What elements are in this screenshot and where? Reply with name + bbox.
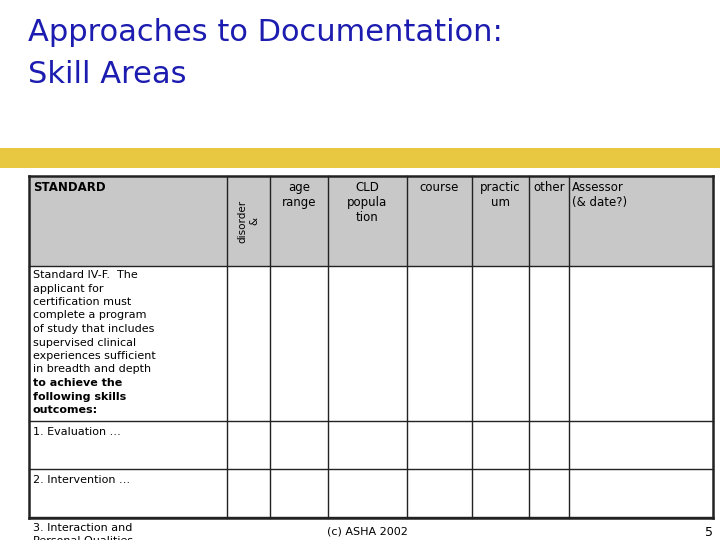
- Bar: [270, 176, 328, 266]
- Text: complete a program: complete a program: [33, 310, 146, 321]
- Text: of study that includes: of study that includes: [33, 324, 154, 334]
- Bar: [29, 517, 713, 518]
- Text: 3. Interaction and
Personal Qualities …: 3. Interaction and Personal Qualities …: [33, 523, 148, 540]
- Text: certification must: certification must: [33, 297, 131, 307]
- Text: 1. Evaluation …: 1. Evaluation …: [33, 427, 120, 437]
- Bar: [29, 421, 713, 469]
- Text: (c) ASHA 2002: (c) ASHA 2002: [327, 526, 408, 536]
- Text: in breadth and depth: in breadth and depth: [33, 364, 151, 375]
- Text: 5: 5: [705, 526, 713, 539]
- Text: course: course: [420, 181, 459, 194]
- Text: experiences sufficient: experiences sufficient: [33, 351, 156, 361]
- Text: Assessor
(& date?): Assessor (& date?): [572, 181, 627, 209]
- Text: Standard IV-F.  The: Standard IV-F. The: [33, 270, 138, 280]
- Text: outcomes:: outcomes:: [33, 405, 98, 415]
- Bar: [407, 176, 472, 266]
- Bar: [529, 176, 569, 266]
- Bar: [227, 176, 270, 266]
- Text: disorder
&: disorder &: [238, 199, 259, 242]
- Text: to achieve the: to achieve the: [33, 378, 122, 388]
- Text: supervised clinical: supervised clinical: [33, 338, 136, 348]
- Bar: [569, 176, 713, 266]
- Bar: [472, 176, 529, 266]
- Bar: [29, 176, 227, 266]
- Text: practic
um: practic um: [480, 181, 521, 209]
- Text: STANDARD: STANDARD: [33, 181, 105, 194]
- Text: other: other: [534, 181, 564, 194]
- Text: applicant for: applicant for: [33, 284, 103, 294]
- Text: age
range: age range: [282, 181, 316, 209]
- Bar: [0, 148, 720, 168]
- Text: Approaches to Documentation:: Approaches to Documentation:: [28, 18, 503, 47]
- Bar: [328, 176, 407, 266]
- Bar: [29, 469, 713, 517]
- Text: following skills: following skills: [33, 392, 126, 402]
- Text: Skill Areas: Skill Areas: [28, 60, 186, 89]
- Text: 2. Intervention …: 2. Intervention …: [33, 475, 130, 485]
- Bar: [29, 266, 713, 421]
- Text: CLD
popula
tion: CLD popula tion: [347, 181, 387, 224]
